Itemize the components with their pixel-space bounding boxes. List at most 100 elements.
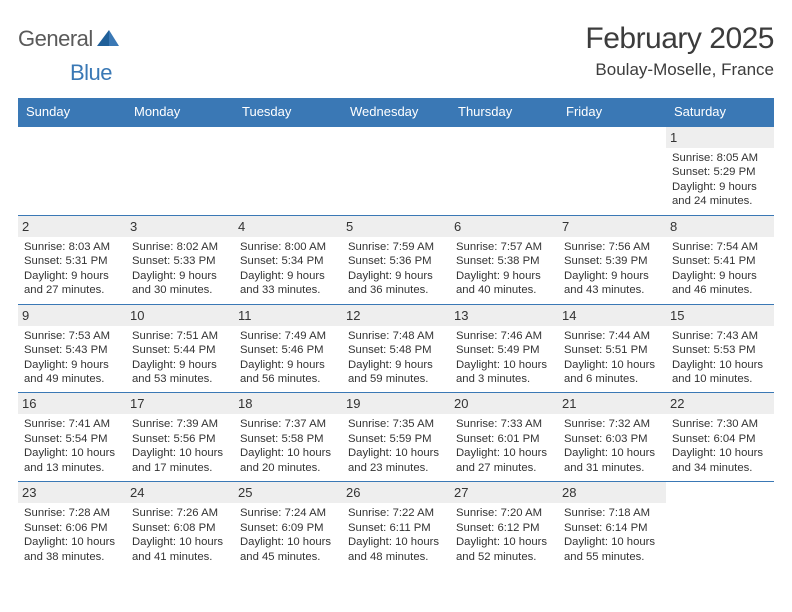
detail-line: Daylight: 10 hours [456,535,552,549]
day-cell: 28Sunrise: 7:18 AMSunset: 6:14 PMDayligh… [558,482,666,570]
day-details: Sunrise: 7:24 AMSunset: 6:09 PMDaylight:… [240,506,336,564]
detail-line: and 20 minutes. [240,461,336,475]
day-number: 11 [234,305,342,326]
detail-line: Sunrise: 7:22 AM [348,506,444,520]
detail-line: Sunrise: 7:46 AM [456,329,552,343]
detail-line: Sunset: 5:31 PM [24,254,120,268]
detail-line: and 49 minutes. [24,372,120,386]
detail-line: Sunrise: 7:18 AM [564,506,660,520]
detail-line: Sunrise: 7:20 AM [456,506,552,520]
logo-text-blue: Blue [70,60,112,85]
day-cell: 5 Sunrise: 7:59 AMSunset: 5:36 PMDaylight… [342,216,450,304]
detail-line: Sunrise: 7:43 AM [672,329,768,343]
detail-line: and 45 minutes. [240,550,336,564]
detail-line: Sunset: 6:14 PM [564,521,660,535]
day-number: 8 [666,216,774,237]
dayhead-wed: Wednesday [342,98,450,126]
day-number: 19 [342,393,450,414]
detail-line: Sunset: 6:09 PM [240,521,336,535]
detail-line: and 27 minutes. [456,461,552,475]
day-details: Sunrise: 7:30 AMSunset: 6:04 PMDaylight:… [672,417,768,475]
day-details: Sunrise: 7:49 AMSunset: 5:46 PMDaylight:… [240,329,336,387]
day-cell [234,127,342,215]
detail-line: Sunset: 5:29 PM [672,165,768,179]
detail-line: Sunrise: 7:26 AM [132,506,228,520]
detail-line: Sunrise: 7:32 AM [564,417,660,431]
detail-line: Daylight: 9 hours [132,269,228,283]
day-cell: 1Sunrise: 8:05 AMSunset: 5:29 PMDaylight… [666,127,774,215]
detail-line: and 27 minutes. [24,283,120,297]
day-details: Sunrise: 7:48 AMSunset: 5:48 PMDaylight:… [348,329,444,387]
dayhead-thu: Thursday [450,98,558,126]
detail-line: Sunrise: 8:03 AM [24,240,120,254]
day-details: Sunrise: 7:59 AMSunset: 5:36 PMDaylight:… [348,240,444,298]
day-cell: 16 Sunrise: 7:41 AMSunset: 5:54 PMDayligh… [18,393,126,481]
day-cell: 12 Sunrise: 7:48 AMSunset: 5:48 PMDayligh… [342,305,450,393]
detail-line: Daylight: 10 hours [564,358,660,372]
detail-line: Sunset: 6:06 PM [24,521,120,535]
detail-line: Sunrise: 7:28 AM [24,506,120,520]
detail-line: Daylight: 10 hours [672,358,768,372]
detail-line: Sunset: 6:01 PM [456,432,552,446]
day-details: Sunrise: 7:56 AMSunset: 5:39 PMDaylight:… [564,240,660,298]
day-details: Sunrise: 7:37 AMSunset: 5:58 PMDaylight:… [240,417,336,475]
detail-line: Sunset: 5:54 PM [24,432,120,446]
day-cell [342,127,450,215]
day-details: Sunrise: 7:43 AMSunset: 5:53 PMDaylight:… [672,329,768,387]
day-details: Sunrise: 7:54 AMSunset: 5:41 PMDaylight:… [672,240,768,298]
day-cell: 21Sunrise: 7:32 AMSunset: 6:03 PMDayligh… [558,393,666,481]
day-number: 26 [342,482,450,503]
detail-line: Daylight: 9 hours [456,269,552,283]
detail-line: Sunrise: 7:57 AM [456,240,552,254]
day-cell: 17Sunrise: 7:39 AMSunset: 5:56 PMDayligh… [126,393,234,481]
day-number: 21 [558,393,666,414]
day-number: 3 [126,216,234,237]
detail-line: Daylight: 10 hours [240,535,336,549]
day-cell: 11 Sunrise: 7:49 AMSunset: 5:46 PMDayligh… [234,305,342,393]
day-cell: 9Sunrise: 7:53 AMSunset: 5:43 PMDaylight… [18,305,126,393]
detail-line: and 59 minutes. [348,372,444,386]
detail-line: Sunrise: 8:02 AM [132,240,228,254]
day-details: Sunrise: 7:26 AMSunset: 6:08 PMDaylight:… [132,506,228,564]
detail-line: Daylight: 9 hours [672,180,768,194]
detail-line: Sunrise: 7:37 AM [240,417,336,431]
detail-line: and 52 minutes. [456,550,552,564]
detail-line: Sunrise: 7:49 AM [240,329,336,343]
day-cell: 10Sunrise: 7:51 AMSunset: 5:44 PMDayligh… [126,305,234,393]
detail-line: Sunrise: 7:48 AM [348,329,444,343]
day-cell: 18Sunrise: 7:37 AMSunset: 5:58 PMDayligh… [234,393,342,481]
day-details: Sunrise: 8:02 AMSunset: 5:33 PMDaylight:… [132,240,228,298]
dayhead-tue: Tuesday [234,98,342,126]
day-cell: 8 Sunrise: 7:54 AMSunset: 5:41 PMDaylight… [666,216,774,304]
detail-line: Sunset: 5:46 PM [240,343,336,357]
day-cell [666,482,774,570]
day-cell: 3 Sunrise: 8:02 AMSunset: 5:33 PMDaylight… [126,216,234,304]
detail-line: Daylight: 9 hours [240,269,336,283]
logo-text-general: General [18,26,93,52]
detail-line: Sunset: 5:59 PM [348,432,444,446]
week-row: 9Sunrise: 7:53 AMSunset: 5:43 PMDaylight… [18,304,774,393]
day-details: Sunrise: 7:20 AMSunset: 6:12 PMDaylight:… [456,506,552,564]
detail-line: Sunrise: 7:53 AM [24,329,120,343]
logo-triangle-icon [97,30,119,51]
day-number: 16 [18,393,126,414]
month-title: February 2025 [585,22,774,56]
day-details: Sunrise: 7:33 AMSunset: 6:01 PMDaylight:… [456,417,552,475]
day-number: 12 [342,305,450,326]
detail-line: Sunrise: 7:56 AM [564,240,660,254]
detail-line: Daylight: 10 hours [456,358,552,372]
detail-line: and 55 minutes. [564,550,660,564]
day-cell [450,127,558,215]
day-number: 15 [666,305,774,326]
day-number: 2 [18,216,126,237]
day-number: 10 [126,305,234,326]
dayhead-sat: Saturday [666,98,774,126]
detail-line: and 17 minutes. [132,461,228,475]
detail-line: Sunset: 5:49 PM [456,343,552,357]
detail-line: and 38 minutes. [24,550,120,564]
day-number: 24 [126,482,234,503]
weekday-header: Sunday Monday Tuesday Wednesday Thursday… [18,98,774,126]
detail-line: Sunset: 6:11 PM [348,521,444,535]
day-details: Sunrise: 7:41 AMSunset: 5:54 PMDaylight:… [24,417,120,475]
day-number: 5 [342,216,450,237]
